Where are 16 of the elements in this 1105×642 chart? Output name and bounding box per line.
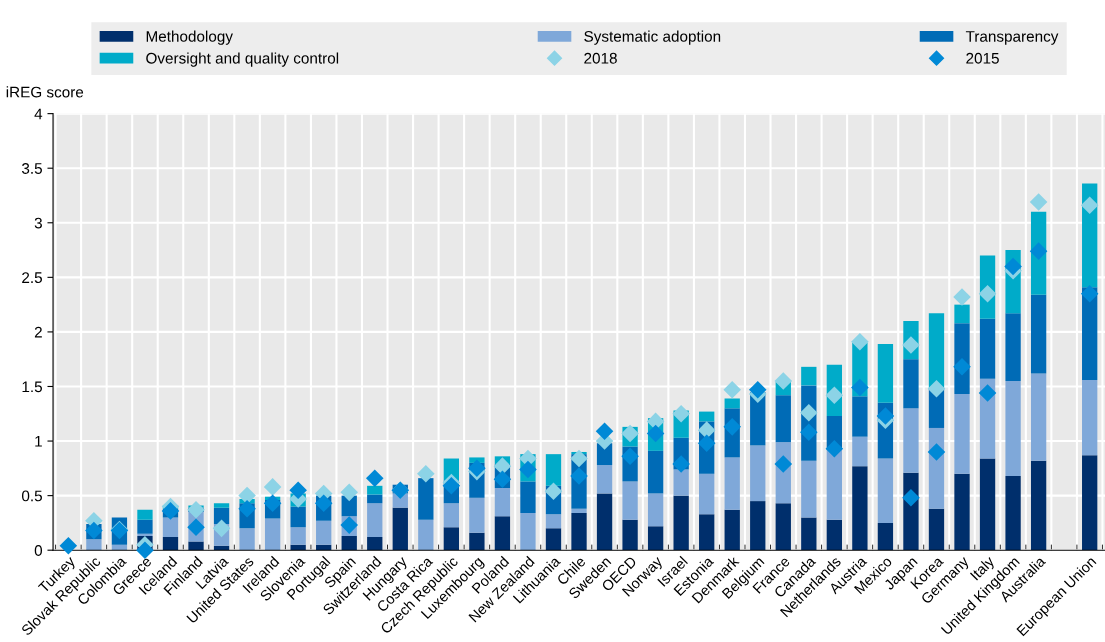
legend-label: Systematic adoption: [584, 30, 721, 45]
y-tick-label: 4: [34, 108, 43, 120]
y-tick-label: 1.5: [22, 381, 42, 393]
legend-label: Transparency: [965, 31, 1059, 45]
legend-label: Methodology: [146, 30, 233, 45]
y-tick-label: 0: [34, 545, 43, 556]
legend-label: 2015: [966, 52, 999, 64]
legend-label: Oversight and quality control: [146, 52, 339, 67]
y-tick-label: 0.5: [21, 490, 42, 502]
y-tick-label: 1: [35, 436, 42, 447]
y-tick-label: 2: [34, 326, 42, 338]
y-tick-label: 3: [34, 217, 42, 229]
y-tick-label: 3.5: [21, 163, 42, 174]
legend-label: 2018: [584, 52, 617, 64]
y-axis-title: iREG score: [6, 86, 84, 98]
y-tick-label: 2.5: [22, 272, 42, 284]
